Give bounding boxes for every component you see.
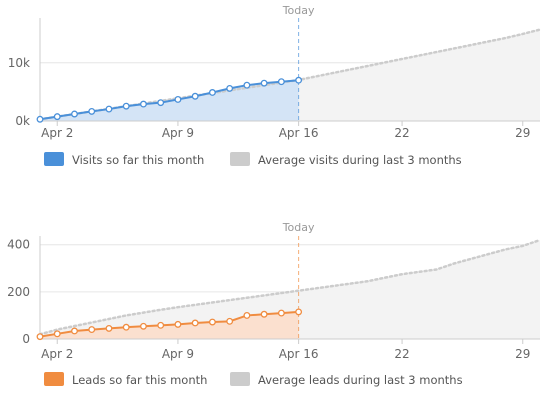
data-point[interactable] [139,100,147,108]
data-point[interactable] [191,319,199,327]
x-tick-label: Apr 9 [162,126,194,140]
legend-item-average[interactable]: Average leads during last 3 months [230,372,463,387]
data-point[interactable] [208,318,216,326]
x-tick-label: 29 [515,126,530,140]
data-point[interactable] [295,76,303,84]
legend: Leads so far this month Average leads dur… [44,372,463,387]
average-series-line [38,238,542,336]
data-point[interactable] [139,322,147,330]
data-point[interactable] [191,92,199,100]
chart-2: 0 200 400 Today Apr 2 Apr 9 Apr 16 22 29 Leads so… [7,221,542,387]
today-label: Today [282,4,315,17]
legend-item-average[interactable]: Average visits during last 3 months [230,152,462,167]
data-point[interactable] [157,321,165,329]
data-point[interactable] [277,309,285,317]
y-tick-label: 0 [22,332,30,346]
data-point[interactable] [105,324,113,332]
legend-item-series[interactable]: Leads so far this month [44,372,207,387]
data-point[interactable] [71,327,78,335]
data-point[interactable] [174,96,182,103]
legend-label: Leads so far this month [72,373,207,387]
x-tick-label: 22 [394,126,409,140]
legend-label: Average visits during last 3 months [258,153,462,167]
x-tick-label: Apr 16 [279,347,319,361]
data-point[interactable] [88,326,96,334]
y-tick-label: 400 [7,238,30,252]
legend-swatch [230,372,250,386]
y-tick-label: 200 [7,285,30,299]
data-point[interactable] [36,333,44,341]
today-label: Today [282,221,315,234]
data-point[interactable] [226,84,234,92]
legend-swatch [230,152,250,166]
y-tick-label: 10k [8,56,30,70]
data-point[interactable] [208,89,216,96]
legend-item-series[interactable]: Visits so far this month [44,152,204,167]
data-point[interactable] [53,330,61,338]
data-point[interactable] [260,79,268,87]
series-line [39,310,299,338]
data-point[interactable] [88,107,96,115]
data-point[interactable] [36,115,44,123]
legend-swatch [44,152,64,166]
data-point[interactable] [295,308,303,316]
data-point[interactable] [71,110,78,118]
x-tick-label: Apr 2 [41,347,73,361]
legend-label: Visits so far this month [72,153,204,167]
average-area [40,240,540,339]
legend: Visits so far this month Average visits d… [44,152,462,167]
data-point[interactable] [53,113,61,121]
average-area [40,29,540,122]
chart-1: 0k 10k Today Apr 2 Apr 9 Apr 16 22 29 Visits so … [8,4,542,167]
data-point[interactable] [122,102,130,110]
y-tick-label: 0k [15,114,30,128]
legend-label: Average leads during last 3 months [258,373,463,387]
data-point[interactable] [243,311,251,319]
data-point[interactable] [226,317,234,325]
x-tick-label: Apr 16 [279,126,319,140]
data-point[interactable] [157,99,165,107]
data-point[interactable] [122,323,130,331]
data-point[interactable] [105,105,113,113]
legend-swatch [44,372,64,386]
x-tick-label: Apr 2 [41,126,73,140]
series-line [39,79,299,121]
x-tick-label: Apr 9 [162,347,194,361]
data-point[interactable] [243,81,251,89]
data-point[interactable] [174,320,182,328]
data-point[interactable] [277,78,285,86]
data-point[interactable] [260,310,268,318]
x-tick-label: 29 [515,347,530,361]
x-tick-label: 22 [394,347,409,361]
